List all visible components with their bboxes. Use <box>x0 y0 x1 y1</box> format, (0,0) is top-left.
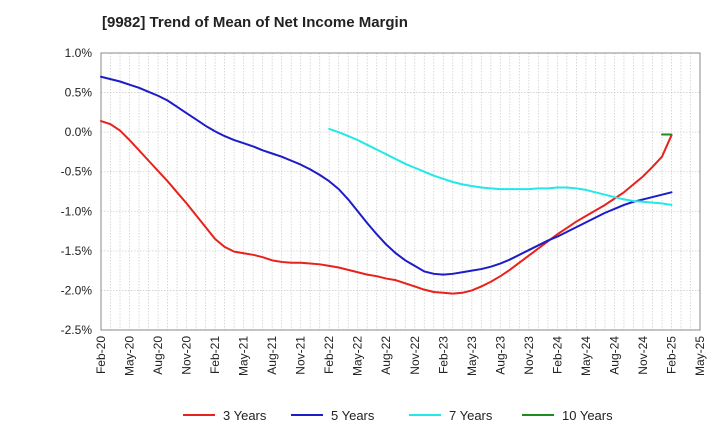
x-tick-label: Nov-20 <box>180 336 194 375</box>
x-tick-label: Aug-22 <box>379 336 393 375</box>
series-line-3-years <box>100 120 673 295</box>
y-tick-label: 1.0% <box>65 46 93 60</box>
y-tick-label: -0.5% <box>61 165 93 179</box>
y-tick-label: -1.5% <box>61 244 93 258</box>
x-tick-label: May-25 <box>693 336 707 376</box>
x-tick-label: Aug-23 <box>493 336 507 375</box>
x-tick-label: Nov-22 <box>408 336 422 375</box>
x-tick-label: Aug-24 <box>607 336 621 375</box>
y-tick-label: -2.0% <box>61 283 93 297</box>
x-tick-label: May-22 <box>351 336 365 376</box>
legend-label-10-years: 10 Years <box>562 408 613 423</box>
plot-area <box>101 53 700 330</box>
x-tick-label: Nov-21 <box>294 336 308 375</box>
legend: 3 Years 5 Years 7 Years 10 Years <box>183 408 613 423</box>
x-tick-label: Aug-20 <box>151 336 165 375</box>
x-tick-label: May-23 <box>465 336 479 376</box>
legend-label-7-years: 7 Years <box>449 408 493 423</box>
x-tick-label: Feb-24 <box>550 336 564 374</box>
x-tick-label: Feb-22 <box>322 336 336 374</box>
x-tick-label: Feb-20 <box>94 336 108 374</box>
x-tick-label: May-21 <box>237 336 251 376</box>
x-tick-label: Nov-24 <box>636 336 650 375</box>
series-line-5-years <box>100 75 673 276</box>
x-tick-label: May-20 <box>123 336 137 376</box>
x-tick-label: Feb-23 <box>436 336 450 374</box>
legend-label-3-years: 3 Years <box>223 408 267 423</box>
y-tick-label: -2.5% <box>61 323 93 337</box>
y-tick-label: 0.0% <box>65 125 93 139</box>
axes: 1.0%0.5%0.0%-0.5%-1.0%-1.5%-2.0%-2.5%Feb… <box>61 46 707 376</box>
x-tick-label: Nov-23 <box>522 336 536 375</box>
x-tick-label: Feb-25 <box>664 336 678 374</box>
chart-title: [9982] Trend of Mean of Net Income Margi… <box>102 14 408 31</box>
y-tick-label: -1.0% <box>61 204 93 218</box>
y-tick-label: 0.5% <box>65 86 93 100</box>
x-tick-label: May-24 <box>579 336 593 376</box>
series-line-7-years <box>328 127 673 206</box>
legend-label-5-years: 5 Years <box>331 408 375 423</box>
x-tick-label: Feb-21 <box>208 336 222 374</box>
plot-border <box>100 52 701 331</box>
grid <box>100 52 701 331</box>
series-lines <box>100 75 673 295</box>
x-tick-label: Aug-21 <box>265 336 279 375</box>
